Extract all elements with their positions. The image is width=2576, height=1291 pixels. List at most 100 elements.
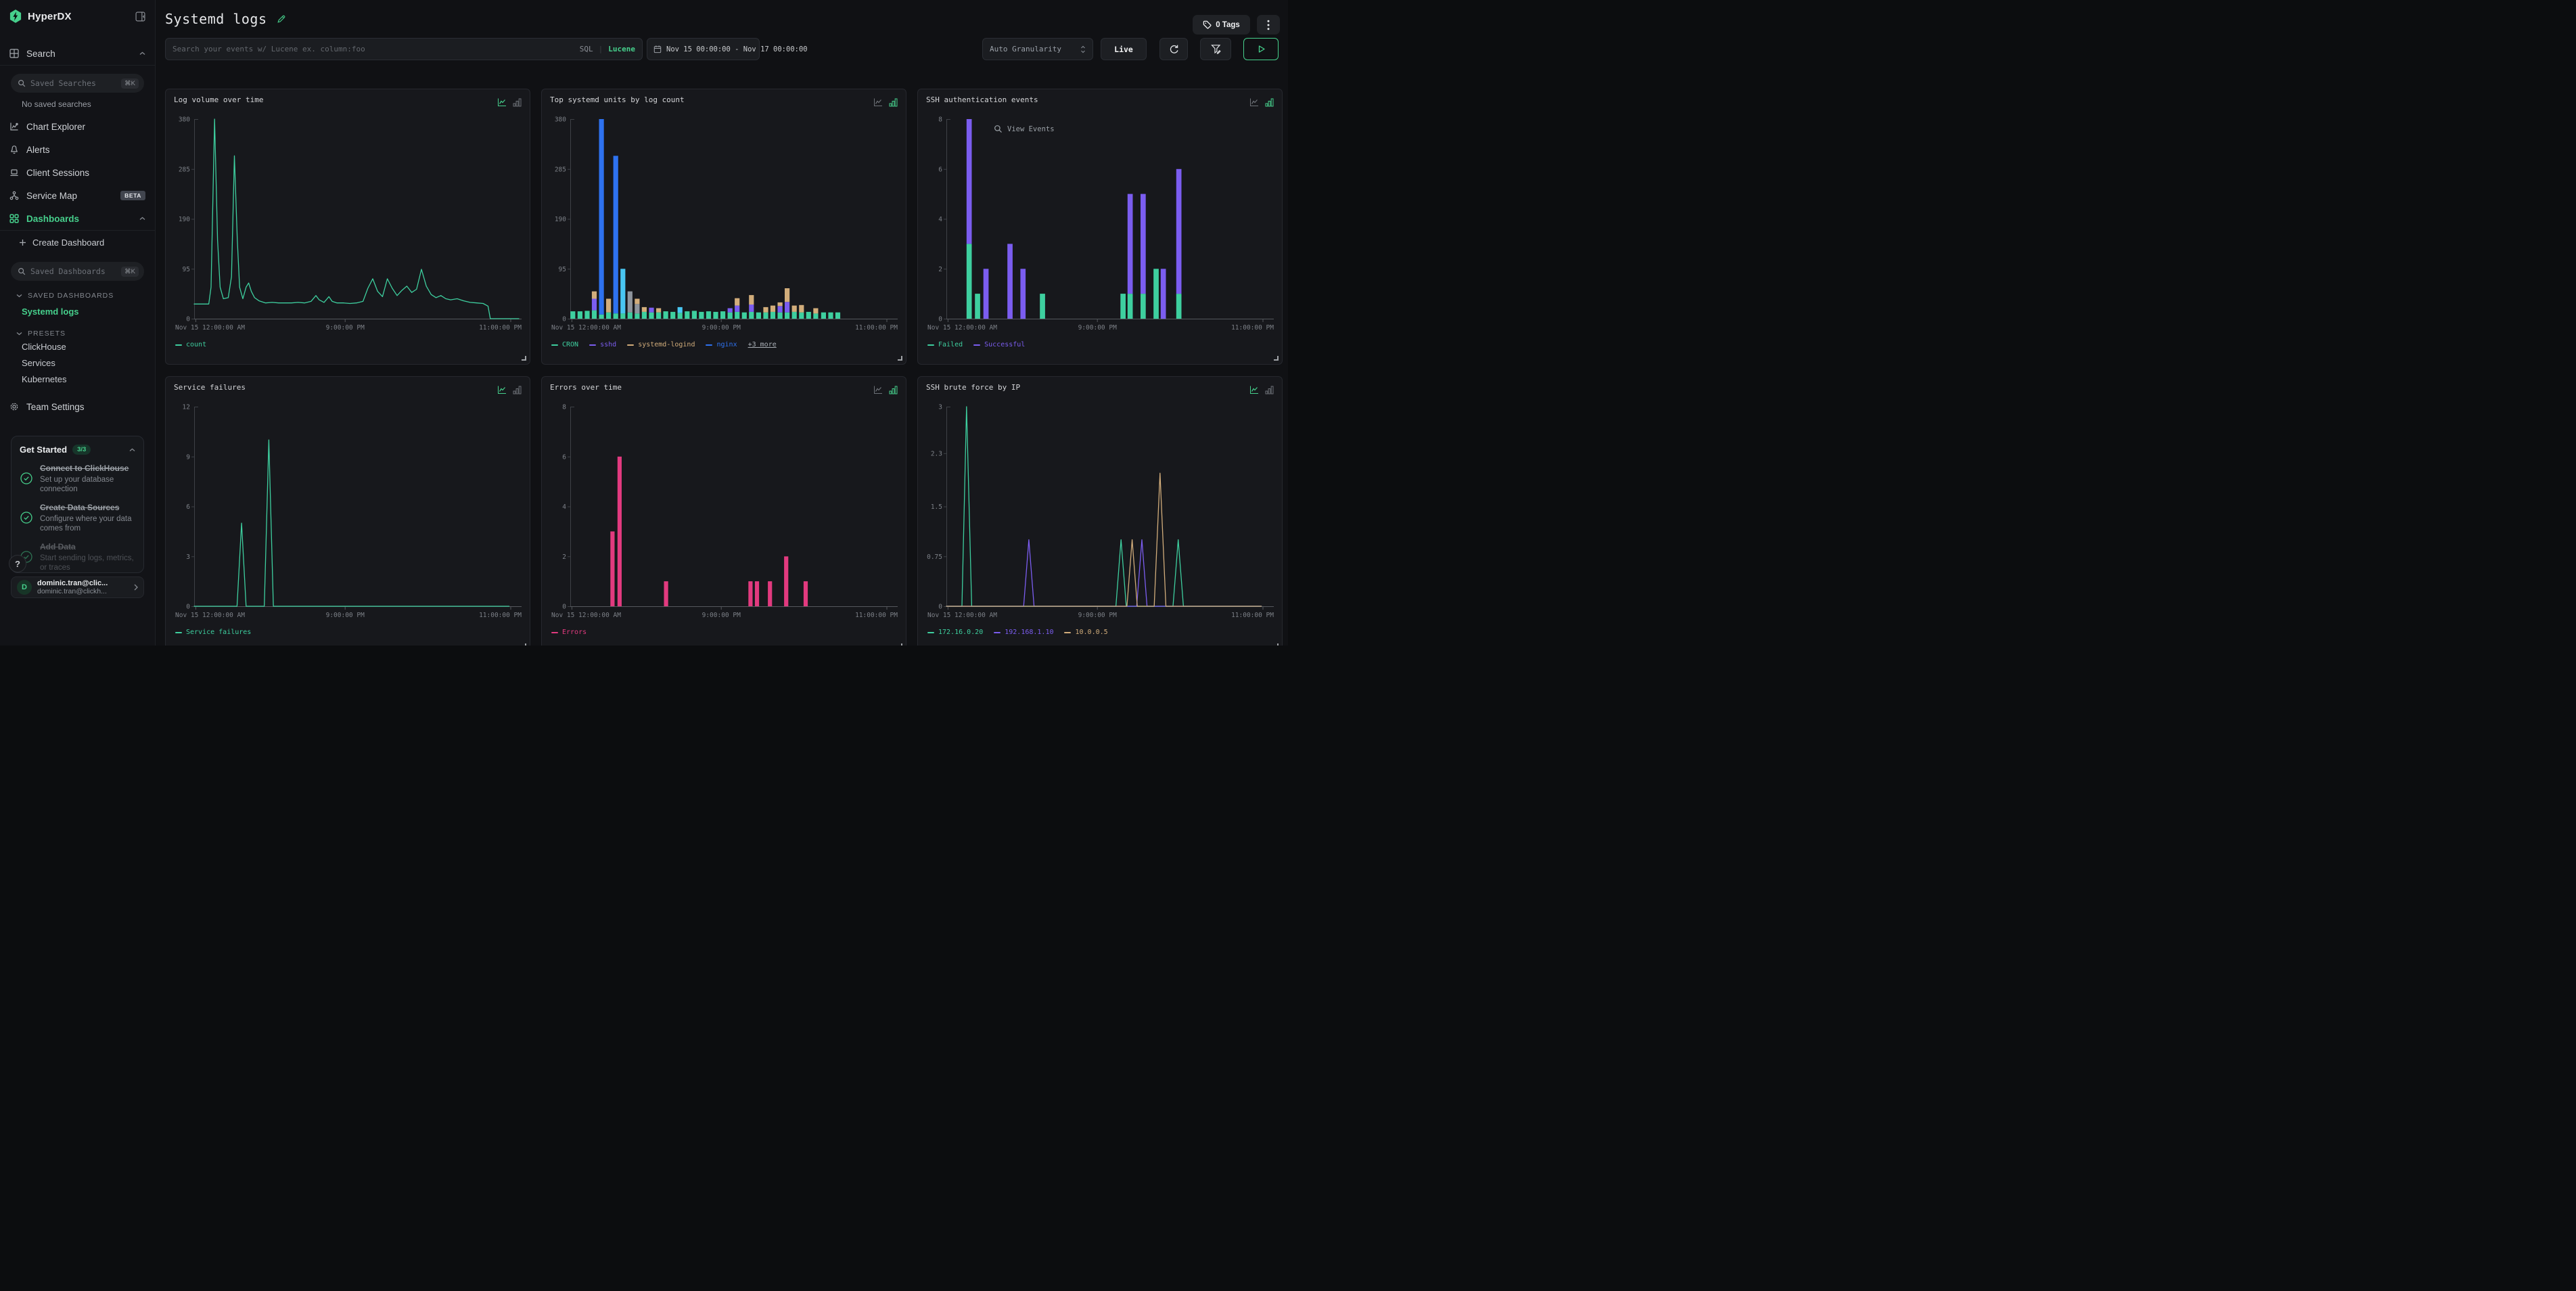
legend-item[interactable]: 172.16.0.20 — [927, 629, 983, 636]
event-search-input[interactable] — [172, 45, 580, 53]
chart-panel-ssh-brute-force: SSH brute force by IP 32.31.50.750Nov 15… — [917, 376, 1283, 646]
date-range-picker[interactable]: Nov 15 00:00:00 - Nov 17 00:00:00 — [647, 38, 760, 60]
sidebar-item-label: Search — [26, 49, 132, 59]
svg-text:2: 2 — [562, 553, 566, 561]
legend-item[interactable]: Failed — [927, 341, 963, 348]
more-options-button[interactable] — [1257, 15, 1280, 35]
sidebar-item-label: Team Settings — [26, 402, 145, 412]
sidebar-item-chart-explorer[interactable]: Chart Explorer — [0, 115, 155, 138]
saved-searches-input[interactable] — [30, 78, 116, 88]
legend-item[interactable]: Errors — [551, 629, 586, 636]
line-view-toggle-icon[interactable] — [497, 98, 507, 107]
panel-resize-handle[interactable] — [522, 643, 526, 646]
svg-text:285: 285 — [179, 166, 190, 173]
line-view-toggle-icon[interactable] — [873, 386, 883, 394]
bar-view-toggle-icon[interactable] — [513, 386, 522, 394]
chart-plot: 129630Nov 15 12:00:00 AM9:00:00 PM11:00:… — [174, 400, 523, 623]
chart-panel-log-volume: Log volume over time 380285190950Nov 15 … — [165, 89, 530, 365]
sql-mode-toggle[interactable]: SQL — [580, 45, 593, 53]
bar-view-toggle-icon[interactable] — [889, 98, 898, 107]
sidebar-item-services[interactable]: Services — [22, 355, 144, 371]
chevron-up-icon[interactable] — [129, 448, 135, 452]
get-started-step[interactable]: Create Data SourcesConfigure where your … — [20, 501, 135, 533]
get-started-step[interactable]: Connect to ClickHouseSet up your databas… — [20, 462, 135, 494]
sidebar: HyperDX Search ⌘K No saved searches Char… — [0, 0, 156, 646]
view-events-button[interactable]: View Events — [994, 124, 1055, 133]
get-started-step[interactable]: Add DataStart sending logs, metrics, or … — [20, 541, 135, 572]
user-email: dominic.tran@clickh... — [37, 587, 129, 595]
help-button[interactable]: ? — [9, 555, 26, 572]
lucene-mode-toggle[interactable]: Lucene — [608, 45, 635, 53]
sidebar-item-team-settings[interactable]: Team Settings — [9, 399, 145, 414]
svg-text:0: 0 — [186, 316, 190, 323]
line-view-toggle-icon[interactable] — [497, 386, 507, 394]
legend-item[interactable]: CRON — [551, 341, 578, 348]
legend-item[interactable]: Successful — [973, 341, 1025, 348]
panel-resize-handle[interactable] — [898, 356, 902, 361]
panel-resize-handle[interactable] — [1274, 643, 1279, 646]
bar-view-toggle-icon[interactable] — [1265, 98, 1274, 107]
filter-button[interactable] — [1200, 38, 1231, 60]
sidebar-item-dashboards[interactable]: Dashboards — [0, 207, 155, 230]
bell-icon — [9, 145, 19, 154]
chevron-up-icon — [139, 217, 145, 221]
svg-text:380: 380 — [179, 116, 190, 124]
dashboard-grid: Log volume over time 380285190950Nov 15 … — [165, 89, 1283, 646]
sidebar-item-label: Service Map — [26, 191, 113, 201]
create-dashboard-button[interactable]: Create Dashboard — [0, 231, 155, 254]
mode-divider: | — [599, 45, 603, 53]
legend-item[interactable]: nginx — [706, 341, 737, 348]
panel-resize-handle[interactable] — [522, 356, 526, 361]
bar-view-toggle-icon[interactable] — [889, 386, 898, 394]
sidebar-item-client-sessions[interactable]: Client Sessions — [0, 161, 155, 184]
presets-header[interactable]: PRESETS — [16, 329, 144, 338]
line-view-toggle-icon[interactable] — [1249, 386, 1259, 394]
svg-text:3: 3 — [938, 404, 942, 411]
svg-text:6: 6 — [938, 166, 942, 173]
svg-text:95: 95 — [183, 266, 190, 273]
sidebar-collapse-icon[interactable] — [135, 12, 145, 22]
search-section-icon — [9, 49, 19, 58]
sidebar-item-search[interactable]: Search — [9, 46, 145, 61]
live-button[interactable]: Live — [1101, 38, 1147, 60]
sidebar-item-clickhouse[interactable]: ClickHouse — [22, 338, 144, 355]
svg-text:9:00:00 PM: 9:00:00 PM — [702, 324, 741, 332]
saved-searches-search[interactable]: ⌘K — [11, 74, 144, 93]
legend-item[interactable]: sshd — [589, 341, 616, 348]
run-query-button[interactable] — [1243, 38, 1279, 60]
legend-item[interactable]: 10.0.0.5 — [1064, 629, 1107, 636]
legend-item[interactable]: 192.168.1.10 — [994, 629, 1053, 636]
bar-view-toggle-icon[interactable] — [1265, 386, 1274, 394]
line-view-toggle-icon[interactable] — [1249, 98, 1259, 107]
chart-title: Service failures — [174, 383, 246, 392]
sidebar-item-label: Chart Explorer — [26, 122, 145, 132]
panel-resize-handle[interactable] — [1274, 356, 1279, 361]
refresh-button[interactable] — [1159, 38, 1188, 60]
legend-item[interactable]: +3 more — [748, 341, 777, 348]
sidebar-item-systemd-logs[interactable]: Systemd logs — [22, 304, 144, 319]
legend-item[interactable]: Service failures — [175, 629, 251, 636]
svg-text:2: 2 — [938, 266, 942, 273]
saved-dashboards-search[interactable]: ⌘K — [11, 262, 144, 281]
search-icon — [994, 124, 1003, 133]
page-title: Systemd logs — [165, 11, 267, 27]
user-menu[interactable]: D dominic.tran@clic... dominic.tran@clic… — [11, 576, 144, 598]
line-view-toggle-icon[interactable] — [873, 98, 883, 107]
sidebar-item-service-map[interactable]: Service Map BETA — [0, 184, 155, 207]
no-saved-searches-text: No saved searches — [22, 99, 144, 109]
legend-item[interactable]: count — [175, 341, 206, 348]
svg-text:0.75: 0.75 — [927, 553, 942, 561]
sidebar-item-alerts[interactable]: Alerts — [0, 138, 155, 161]
legend-item[interactable]: systemd-logind — [627, 341, 695, 348]
svg-text:11:00:00 PM: 11:00:00 PM — [855, 324, 898, 332]
granularity-select[interactable]: Auto Granularity — [982, 38, 1093, 60]
chart-title: SSH brute force by IP — [926, 383, 1020, 392]
sidebar-item-kubernetes[interactable]: Kubernetes — [22, 371, 144, 387]
saved-dashboards-input[interactable] — [30, 267, 116, 276]
edit-title-pencil-icon[interactable] — [277, 14, 286, 24]
panel-resize-handle[interactable] — [898, 643, 902, 646]
bar-view-toggle-icon[interactable] — [513, 98, 522, 107]
saved-dashboards-header[interactable]: SAVED DASHBOARDS — [16, 291, 144, 300]
event-search: SQL | Lucene — [165, 38, 643, 60]
tags-button[interactable]: 0 Tags — [1193, 15, 1250, 35]
